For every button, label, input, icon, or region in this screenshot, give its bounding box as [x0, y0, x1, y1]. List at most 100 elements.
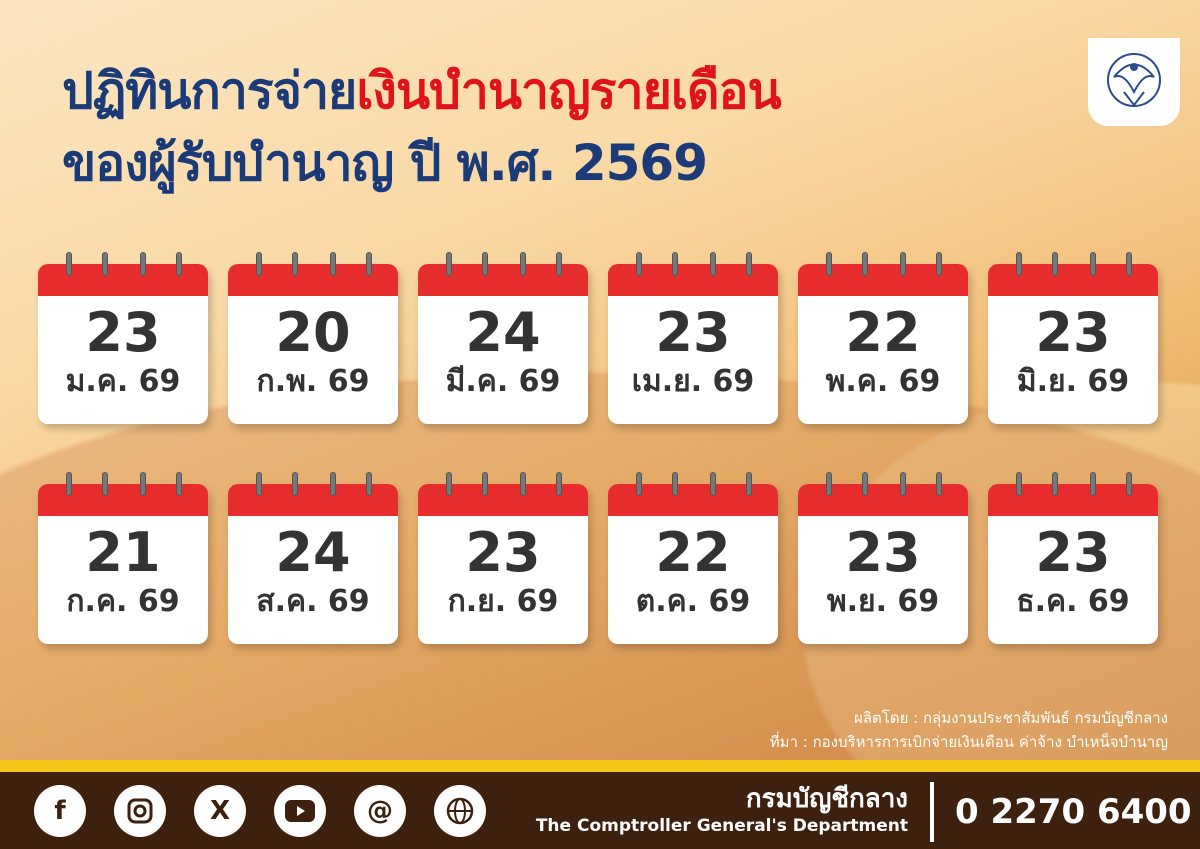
- calendar-card: 22 พ.ค. 69: [798, 252, 968, 424]
- calendar-body: 23 พ.ย. 69: [798, 484, 968, 644]
- payment-day: 23: [655, 301, 731, 364]
- calendar-ring-icon: [1016, 472, 1022, 496]
- calendar-ring-icon: [636, 252, 642, 276]
- calendar-header-band: [608, 484, 778, 516]
- payment-day: 23: [85, 301, 161, 364]
- calendar-ring-icon: [66, 472, 72, 496]
- x-icon[interactable]: X: [194, 785, 246, 837]
- calendar-ring-icon: [1016, 252, 1022, 276]
- calendar-ring-icon: [446, 472, 452, 496]
- calendar-body: 24 มี.ค. 69: [418, 264, 588, 424]
- calendar-body: 23 ธ.ค. 69: [988, 484, 1158, 644]
- org-name-thai: กรมบัญชีกลาง: [745, 784, 908, 814]
- calendar-header-band: [988, 484, 1158, 516]
- calendar-card: 23 เม.ย. 69: [608, 252, 778, 424]
- garuda-logo-icon: [1107, 53, 1161, 107]
- calendar-body: 22 ต.ค. 69: [608, 484, 778, 644]
- calendar-header-band: [798, 264, 968, 296]
- subtitle: ของผู้รับบำนาญ ปี พ.ศ. 2569: [62, 134, 708, 192]
- footer-stripe: [0, 760, 1200, 772]
- calendar-ring-icon: [1052, 252, 1058, 276]
- payment-day: 24: [275, 521, 351, 584]
- producer-credit: ผลิตโดย : กลุ่มงานประชาสัมพันธ์ กรมบัญชี…: [854, 709, 1168, 727]
- calendar-ring-icon: [862, 472, 868, 496]
- payment-month: ส.ค. 69: [256, 584, 370, 619]
- calendar-ring-icon: [1052, 472, 1058, 496]
- payment-day: 23: [1035, 301, 1111, 364]
- calendar-ring-icon: [176, 252, 182, 276]
- calendar-ring-icon: [826, 252, 832, 276]
- calendar-body: 23 ม.ค. 69: [38, 264, 208, 424]
- calendar-body: 23 ก.ย. 69: [418, 484, 588, 644]
- calendar-card: 21 ก.ค. 69: [38, 472, 208, 644]
- calendar-ring-icon: [672, 472, 678, 496]
- calendar-ring-icon: [1090, 472, 1096, 496]
- threads-icon[interactable]: @: [354, 785, 406, 837]
- calendar-ring-icon: [636, 472, 642, 496]
- payment-month: มิ.ย. 69: [1016, 364, 1130, 399]
- payment-month: ต.ค. 69: [635, 584, 751, 619]
- calendar-header-band: [228, 484, 398, 516]
- payment-day: 22: [655, 521, 731, 584]
- calendar-ring-icon: [446, 252, 452, 276]
- payment-month: ก.พ. 69: [256, 364, 370, 399]
- payment-month: ม.ค. 69: [65, 364, 181, 399]
- instagram-icon[interactable]: [114, 785, 166, 837]
- calendar-ring-icon: [482, 252, 488, 276]
- calendar-ring-icon: [520, 252, 526, 276]
- calendar-ring-icon: [66, 252, 72, 276]
- payment-day: 24: [465, 301, 541, 364]
- title-part1: ปฏิทินการจ่าย: [62, 62, 357, 120]
- payment-month: พ.ย. 69: [826, 584, 940, 619]
- payment-day: 22: [845, 301, 921, 364]
- calendar-body: 23 เม.ย. 69: [608, 264, 778, 424]
- calendar-ring-icon: [672, 252, 678, 276]
- org-name-english: The Comptroller General's Department: [535, 816, 908, 836]
- calendar-header-band: [418, 264, 588, 296]
- globe-icon[interactable]: [434, 785, 486, 837]
- calendar-card: 23 พ.ย. 69: [798, 472, 968, 644]
- calendar-card: 23 มิ.ย. 69: [988, 252, 1158, 424]
- payment-month: ก.ค. 69: [66, 584, 180, 619]
- calendar-card: 23 ธ.ค. 69: [988, 472, 1158, 644]
- calendar-ring-icon: [292, 472, 298, 496]
- payment-day: 23: [465, 521, 541, 584]
- youtube-icon[interactable]: [274, 785, 326, 837]
- calendar-card: 23 ม.ค. 69: [38, 252, 208, 424]
- calendar-header-band: [418, 484, 588, 516]
- calendar-ring-icon: [1126, 252, 1132, 276]
- calendar-card: 24 ส.ค. 69: [228, 472, 398, 644]
- calendar-ring-icon: [330, 252, 336, 276]
- phone-number[interactable]: 0 2270 6400: [955, 792, 1192, 832]
- calendar-body: 24 ส.ค. 69: [228, 484, 398, 644]
- calendar-ring-icon: [826, 472, 832, 496]
- calendar-header-band: [38, 484, 208, 516]
- payment-month: ก.ย. 69: [447, 584, 559, 619]
- calendar-ring-icon: [710, 472, 716, 496]
- calendar-card: 24 มี.ค. 69: [418, 252, 588, 424]
- calendar-ring-icon: [1126, 472, 1132, 496]
- calendar-ring-icon: [936, 252, 942, 276]
- calendar-ring-icon: [1090, 252, 1096, 276]
- calendar-ring-icon: [256, 252, 262, 276]
- calendar-ring-icon: [710, 252, 716, 276]
- calendar-card: 20 ก.พ. 69: [228, 252, 398, 424]
- calendar-header-band: [38, 264, 208, 296]
- payment-day: 23: [1035, 521, 1111, 584]
- payment-day: 20: [275, 301, 351, 364]
- footer: f X @ กรมบัญชีกลาง The Comptroller Gener…: [0, 772, 1200, 849]
- calendar-ring-icon: [140, 252, 146, 276]
- calendar-header-band: [608, 264, 778, 296]
- payment-month: มี.ค. 69: [445, 364, 561, 399]
- facebook-icon[interactable]: f: [34, 785, 86, 837]
- calendar-header-band: [798, 484, 968, 516]
- calendar-body: 23 มิ.ย. 69: [988, 264, 1158, 424]
- payment-month: ธ.ค. 69: [1016, 584, 1130, 619]
- page-title: ปฏิทินการจ่ายเงินบำนาญรายเดือน ของผู้รับ…: [62, 55, 782, 199]
- calendar-body: 22 พ.ค. 69: [798, 264, 968, 424]
- payment-day: 23: [845, 521, 921, 584]
- calendar-ring-icon: [176, 472, 182, 496]
- calendar-body: 21 ก.ค. 69: [38, 484, 208, 644]
- calendar-ring-icon: [556, 472, 562, 496]
